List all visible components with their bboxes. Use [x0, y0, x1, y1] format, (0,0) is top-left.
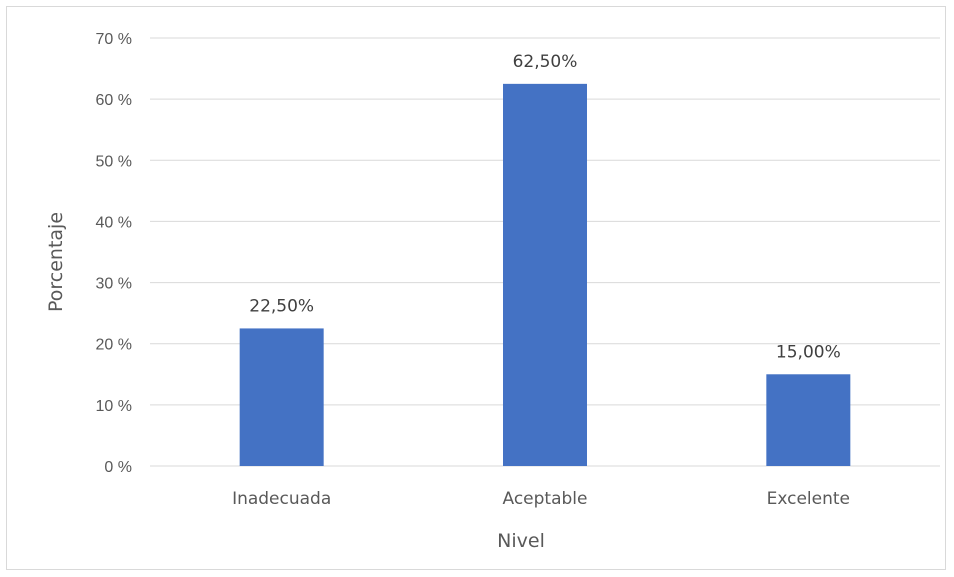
bars: 22,50% 62,50% 15,00%	[239, 52, 851, 466]
data-label: 15,00%	[776, 342, 841, 362]
y-tick-label: 0 %	[104, 459, 132, 476]
y-tick-label: 50 %	[96, 153, 132, 170]
y-tick-label: 10 %	[96, 398, 132, 415]
x-tick-label: Aceptable	[503, 489, 588, 509]
data-label: 22,50%	[249, 296, 314, 316]
y-tick-label: 30 %	[96, 276, 132, 293]
bar-inadecuada	[239, 328, 324, 466]
y-tick-label: 40 %	[96, 214, 132, 231]
y-axis-title: Porcentaje	[45, 212, 67, 312]
y-tick-label: 20 %	[96, 337, 132, 354]
x-tick-label: Excelente	[767, 489, 850, 509]
y-axis-ticks: 0 % 10 % 20 % 30 % 40 % 50 % 60 % 70 %	[96, 31, 132, 476]
y-tick-label: 60 %	[96, 92, 132, 109]
x-tick-label: Inadecuada	[232, 489, 331, 509]
x-axis-ticks: Inadecuada Aceptable Excelente	[232, 489, 850, 509]
x-axis-title: Nivel	[497, 530, 545, 552]
y-tick-label: 70 %	[96, 31, 132, 48]
chart-frame	[6, 6, 946, 570]
bar-excelente	[766, 374, 851, 466]
data-label: 62,50%	[513, 52, 578, 72]
bar-aceptable	[503, 83, 587, 466]
